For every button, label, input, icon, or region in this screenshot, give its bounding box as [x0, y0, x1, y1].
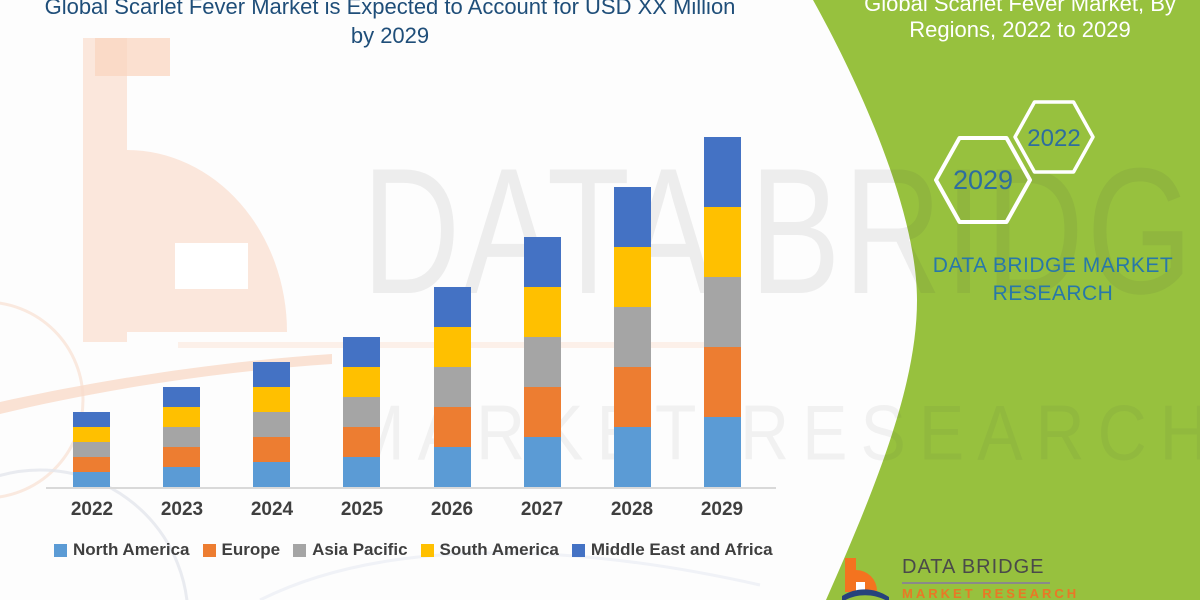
bar-segment-europe: [163, 447, 200, 467]
legend-marker-icon: [202, 543, 216, 557]
hexagon-2022: [1013, 100, 1095, 174]
bar-segment-north-america: [73, 472, 110, 487]
bar-segment-asia-pacific: [163, 427, 200, 447]
bar-segment-asia-pacific: [614, 307, 651, 367]
bar-segment-asia-pacific: [253, 412, 290, 437]
legend-item-middle-east-and-africa: Middle East and Africa: [571, 540, 773, 560]
hexagon-2029-label: 2029: [953, 165, 1013, 195]
legend-marker-icon: [571, 543, 585, 557]
x-label-2025: 2025: [340, 499, 384, 520]
bar-segment-north-america: [163, 467, 200, 487]
legend-item-asia-pacific: Asia Pacific: [293, 540, 408, 560]
bar-segment-south-america: [343, 367, 380, 397]
x-label-2028: 2028: [610, 499, 654, 520]
legend-label: Asia Pacific: [312, 540, 408, 559]
bar-segment-middle-east-and-africa: [614, 187, 651, 247]
bar-segment-south-america: [434, 327, 471, 367]
bar-segment-europe: [253, 437, 290, 462]
legend-marker-icon: [54, 543, 67, 557]
bar-segment-north-america: [253, 462, 290, 487]
bar-segment-south-america: [524, 287, 561, 337]
hexagon-2029: [934, 136, 1032, 224]
legend-label: North America: [73, 540, 190, 559]
bar-segment-europe: [434, 407, 471, 447]
bar-segment-asia-pacific: [524, 337, 561, 387]
bar-segment-north-america: [614, 427, 651, 487]
chart-title: Global Scarlet Fever Market is Expected …: [44, 0, 736, 48]
bar-2028: [614, 187, 651, 487]
legend-label: Europe: [221, 540, 281, 559]
x-label-2022: 2022: [70, 499, 114, 520]
bar-segment-europe: [524, 387, 561, 437]
bar-segment-middle-east-and-africa: [704, 137, 741, 207]
x-label-2026: 2026: [430, 499, 474, 520]
footer-logo-name: DATA BRIDGE: [902, 556, 1045, 578]
bar-2024: [253, 362, 290, 487]
bar-segment-middle-east-and-africa: [253, 362, 290, 387]
footer-logo-subtext: MARKET RESEARCH: [902, 586, 1080, 600]
panel-heading: Global Scarlet Fever Market, By Regions,…: [864, 0, 1176, 42]
bar-segment-north-america: [704, 417, 741, 487]
legend-marker-icon: [420, 543, 434, 557]
bar-segment-asia-pacific: [704, 277, 741, 347]
bar-segment-asia-pacific: [343, 397, 380, 427]
bar-segment-middle-east-and-africa: [73, 412, 110, 427]
bar-segment-south-america: [253, 387, 290, 412]
bar-segment-north-america: [343, 457, 380, 487]
bar-segment-europe: [614, 367, 651, 427]
bar-segment-middle-east-and-africa: [343, 337, 380, 367]
bar-segment-asia-pacific: [434, 367, 471, 407]
bar-2022: [73, 412, 110, 487]
footer-logo-b-icon: [842, 558, 889, 600]
x-label-2024: 2024: [250, 499, 294, 520]
bar-segment-europe: [73, 457, 110, 472]
legend-label: South America: [439, 540, 559, 559]
footer-logo: DATA BRIDGE MARKET RESEARCH: [842, 556, 1079, 600]
bar-2029: [704, 137, 741, 487]
x-label-2023: 2023: [160, 499, 204, 520]
brand-text: DATA BRIDGE MARKET RESEARCH: [932, 254, 1174, 305]
footer-logo-rule: [902, 582, 1050, 584]
bar-segment-north-america: [434, 447, 471, 487]
bar-segment-asia-pacific: [73, 442, 110, 457]
bar-2023: [163, 387, 200, 487]
legend-item-south-america: South America: [420, 540, 559, 560]
x-label-2029: 2029: [700, 499, 744, 520]
chart-legend: North America Europe Asia Pacific South Ame…: [54, 540, 773, 560]
bar-segment-middle-east-and-africa: [434, 287, 471, 327]
legend-item-europe: Europe: [202, 540, 281, 560]
hexagon-2022-label: 2022: [1027, 125, 1080, 152]
bar-2026: [434, 287, 471, 487]
legend-label: Middle East and Africa: [590, 540, 773, 559]
bar-segment-middle-east-and-africa: [163, 387, 200, 407]
bar-segment-south-america: [73, 427, 110, 442]
stacked-bar-chart: 2022 2023 2024 2025 2026 2027 2028 2029: [46, 137, 776, 520]
legend-marker-icon: [293, 543, 307, 557]
x-label-2027: 2027: [520, 499, 564, 520]
bar-segment-middle-east-and-africa: [524, 237, 561, 287]
bar-segment-north-america: [524, 437, 561, 487]
bar-2025: [343, 337, 380, 487]
x-axis-line: [46, 487, 776, 489]
bar-segment-south-america: [614, 247, 651, 307]
bar-segment-south-america: [163, 407, 200, 427]
footer-logo-text: DATA BRIDGE MARKET RESEARCH: [902, 556, 1079, 600]
bar-segment-south-america: [704, 207, 741, 277]
legend-item-north-america: North America: [54, 540, 190, 560]
bar-segment-europe: [343, 427, 380, 457]
bar-2027: [524, 237, 561, 487]
bar-segment-europe: [704, 347, 741, 417]
year-hexagons: 2029 2022: [934, 100, 1095, 224]
